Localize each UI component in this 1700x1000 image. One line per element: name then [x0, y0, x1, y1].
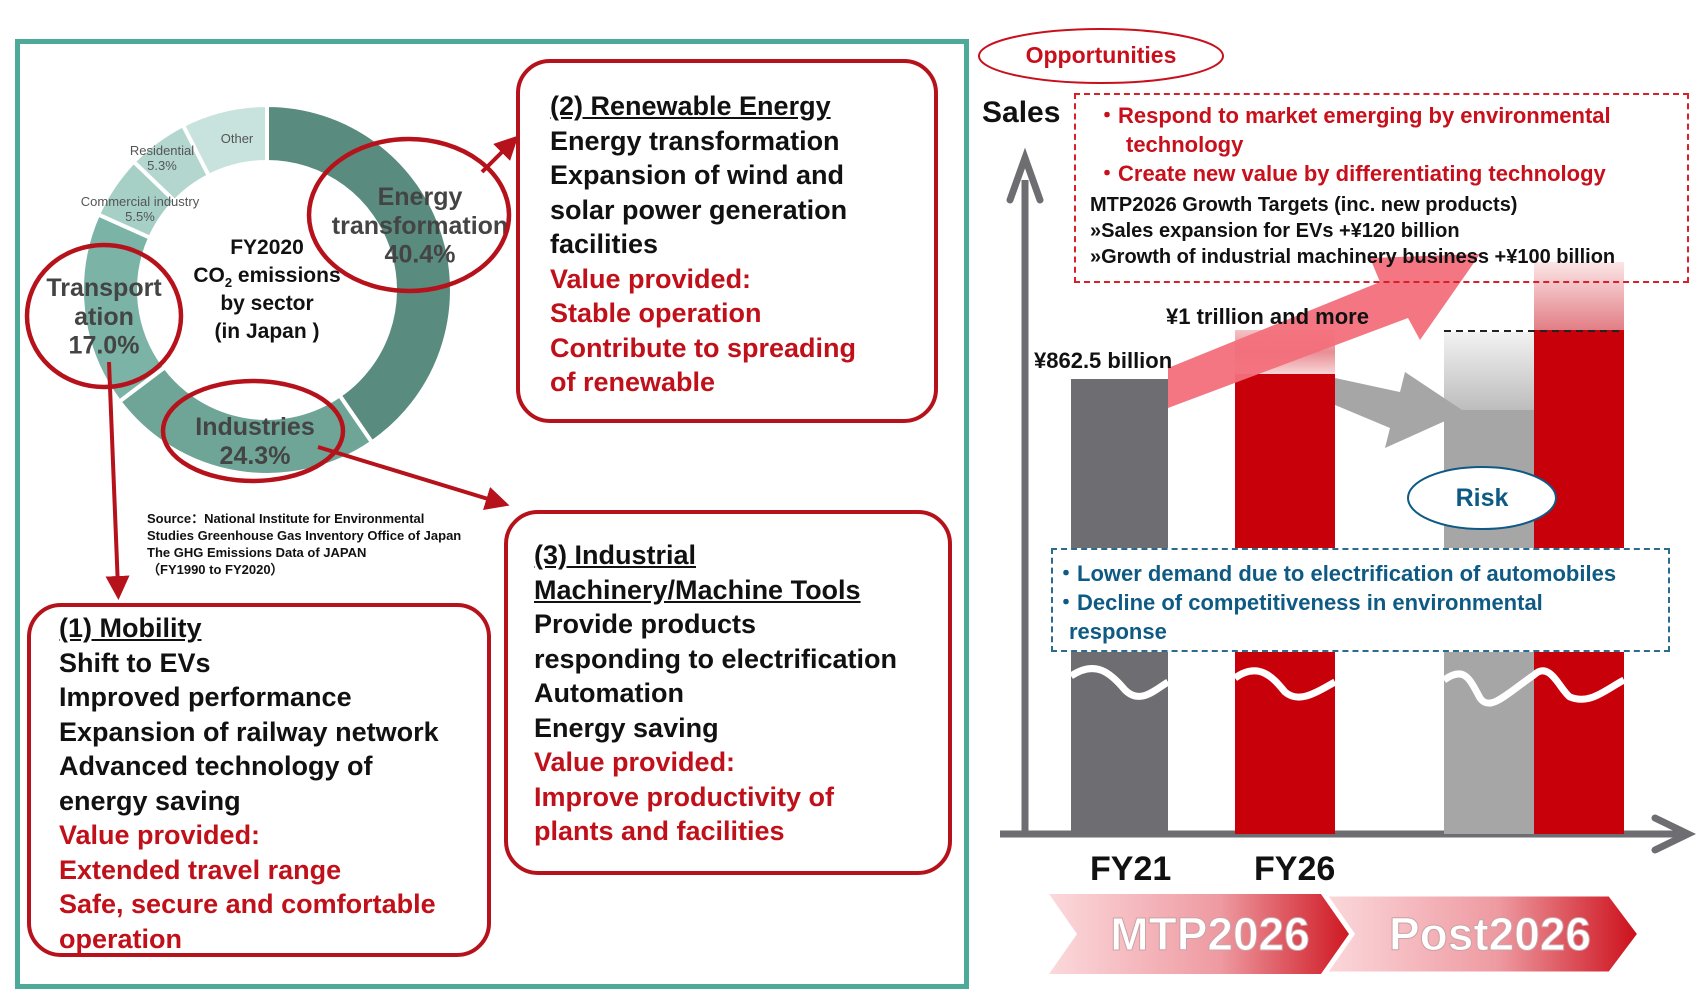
source-note: Source：National Institute for Environmen…	[147, 510, 461, 578]
opportunities-box: ・Respond to market emerging by environme…	[1074, 93, 1689, 283]
risk-label: Risk	[1455, 484, 1509, 512]
arrow-to-renewable	[480, 135, 519, 174]
value-line: Improve productivity of	[534, 781, 835, 812]
box-line: facilities	[550, 229, 659, 259]
mtp-target-line: MTP2026 Growth Targets (inc. new product…	[1090, 194, 1518, 216]
box-line: Improved performance	[59, 682, 352, 712]
renewable-energy-box: (2) Renewable Energy Energy transformati…	[516, 59, 938, 423]
mtp-target-line: »Growth of industrial machinery business…	[1090, 246, 1616, 268]
risk-item: ・Lower demand due to electrification of …	[1055, 561, 1617, 586]
growth-arrow	[1168, 254, 1480, 408]
box-line: Energy transformation	[550, 125, 840, 156]
y-axis-arrow-icon	[1006, 147, 1044, 204]
donut-label: 5.5%	[125, 209, 155, 224]
donut-label: transformation	[332, 212, 508, 240]
donut-label: Commercial industry	[81, 194, 200, 209]
left-panel-frame	[15, 39, 969, 989]
value-line: Contribute to spreading	[550, 332, 856, 363]
y-axis-label: Sales	[982, 96, 1061, 129]
risk-item: ・Decline of competitiveness in environme…	[1055, 590, 1543, 615]
donut-label: Industries	[195, 413, 314, 441]
box-title: Machinery/Machine Tools	[534, 574, 861, 605]
risk-arrow	[1335, 372, 1465, 448]
value-line: plants and facilities	[534, 816, 785, 846]
fy21-value-label: ¥862.5 billion	[1034, 348, 1173, 373]
value-line: Extended travel range	[59, 854, 342, 885]
donut-label: Residential	[130, 143, 194, 158]
value-line: operation	[59, 923, 183, 954]
opportunity-item: ・Create new value by differentiating tec…	[1096, 161, 1606, 186]
donut-label: 24.3%	[220, 442, 291, 470]
phase-label-post2026: Post2026	[1389, 908, 1591, 960]
highlight-energy	[306, 136, 512, 294]
box-line: responding to electrification	[534, 643, 898, 674]
axis-break	[1069, 665, 1170, 700]
value-line: Stable operation	[550, 298, 762, 328]
phase-chevron-mtp2026	[1049, 894, 1360, 974]
box-line: Provide products	[534, 609, 757, 639]
industrial-machinery-box: (3) Industrial Machinery/Machine Tools P…	[504, 510, 952, 875]
opportunity-item: ・Respond to market emerging by environme…	[1096, 103, 1611, 128]
box-title: (1) Mobility	[59, 613, 202, 643]
phase-label-mtp2026: MTP2026	[1110, 908, 1309, 960]
source-line: Studies Greenhouse Gas Inventory Office …	[147, 528, 462, 543]
donut-center-line: by sector	[220, 292, 313, 315]
donut-segment-energy-transformation	[265, 102, 455, 446]
opportunity-item: technology	[1126, 132, 1244, 157]
value-line: of renewable	[550, 367, 716, 397]
donut-center-line: CO2 emissions	[193, 264, 340, 290]
box-line: Advanced technology of	[59, 751, 373, 781]
donut-label: ation	[74, 303, 134, 331]
axis-break	[1232, 667, 1337, 701]
highlight-transportation	[24, 242, 184, 390]
x-label-fy21: FY21	[1090, 850, 1172, 888]
donut-center-title: FY2020	[230, 236, 304, 259]
value-line: Value provided:	[534, 747, 736, 777]
arrow-to-mobility	[105, 361, 130, 600]
axis-break	[1441, 667, 1626, 707]
source-line: The GHG Emissions Data of JAPAN	[147, 545, 367, 560]
source-line: （FY1990 to FY2020）	[147, 562, 284, 577]
box-line: solar power generation	[550, 194, 848, 225]
risks-box: ・Lower demand due to electrification of …	[1051, 548, 1670, 652]
box-title: (2) Renewable Energy	[550, 91, 831, 121]
box-title: (3) Industrial	[534, 540, 697, 570]
box-line: energy saving	[59, 785, 241, 816]
risk-ellipse	[1407, 466, 1557, 530]
donut-center-line: (in Japan )	[214, 320, 319, 343]
opportunities-ellipse	[978, 28, 1224, 84]
box-line: Automation	[534, 678, 684, 708]
donut-label: 40.4%	[385, 241, 456, 269]
donut-label: Other	[221, 131, 254, 146]
value-line: Value provided:	[59, 820, 261, 850]
opportunities-label: Opportunities	[1025, 42, 1177, 68]
bar-post-opportunity-range	[1534, 262, 1624, 330]
fy26-value-label: ¥1 trillion and more	[1166, 304, 1369, 329]
donut-segment-other	[180, 102, 269, 179]
donut-label: Transport	[46, 274, 162, 302]
phase-chevron-post2026	[1319, 891, 1644, 977]
risk-item: response	[1069, 619, 1167, 644]
source-line: Source：National Institute for Environmen…	[147, 511, 425, 526]
mobility-box: (1) Mobility Shift to EVs Improved perfo…	[27, 603, 491, 957]
box-line: Expansion of wind and	[550, 160, 845, 190]
donut-label: 5.3%	[147, 158, 177, 173]
donut-label: Energy	[378, 183, 463, 211]
arrow-to-industrial	[317, 445, 510, 510]
x-label-fy26: FY26	[1254, 850, 1336, 888]
highlight-industries	[160, 378, 346, 484]
box-line: Shift to EVs	[59, 647, 211, 678]
connector-arrows	[105, 135, 519, 600]
bar-post-risk-range	[1444, 332, 1534, 410]
value-line: Value provided:	[550, 263, 752, 294]
mtp-target-line: »Sales expansion for EVs +¥120 billion	[1090, 220, 1460, 242]
x-axis-arrow-icon	[1651, 814, 1697, 854]
value-line: Safe, secure and comfortable	[59, 889, 436, 919]
box-line: Energy saving	[534, 712, 719, 743]
box-line: Expansion of railway network	[59, 716, 439, 747]
donut-label: 17.0%	[69, 332, 140, 360]
